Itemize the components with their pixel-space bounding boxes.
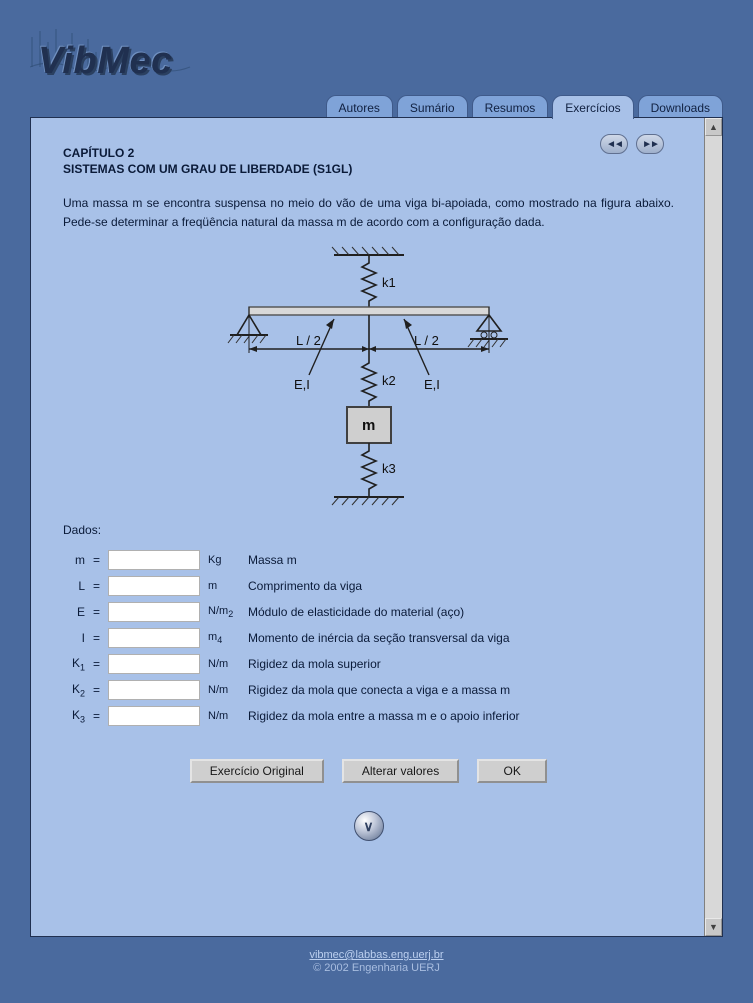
tab-exercicios[interactable]: Exercícios	[552, 95, 633, 119]
param-symbol: K1	[63, 651, 89, 677]
vertical-scrollbar[interactable]: ▲ ▼	[704, 118, 722, 936]
tab-resumos[interactable]: Resumos	[472, 95, 549, 119]
label-k1: k1	[382, 275, 396, 290]
prev-exercise-button[interactable]: ◄◄	[600, 134, 628, 154]
param-symbol: K2	[63, 677, 89, 703]
param-input-k2[interactable]	[108, 680, 200, 700]
next-exercise-button[interactable]: ►►	[636, 134, 664, 154]
ok-button[interactable]: OK	[477, 759, 547, 783]
scroll-up-icon[interactable]: ▲	[705, 118, 722, 136]
param-symbol: m	[63, 547, 89, 573]
param-description: Rigidez da mola entre a massa m e o apoi…	[244, 703, 523, 729]
param-description: Comprimento da viga	[244, 573, 523, 599]
equals-sign: =	[89, 547, 104, 573]
param-row: m= KgMassa m	[63, 547, 524, 573]
equals-sign: =	[89, 599, 104, 625]
param-row: I= m4Momento de inércia da seção transver…	[63, 625, 524, 651]
param-input-k1[interactable]	[108, 654, 200, 674]
param-description: Rigidez da mola que conecta a viga e a m…	[244, 677, 523, 703]
footer: vibmec@labbas.eng.uerj.br © 2002 Engenha…	[30, 949, 723, 974]
app-logo: VibMec	[38, 40, 173, 83]
exercicio-original-button[interactable]: Exercício Original	[190, 759, 324, 783]
label-k3: k3	[382, 461, 396, 476]
problem-statement: Uma massa m se encontra suspensa no meio…	[63, 194, 674, 231]
parameters-table: m=KgMassa mL=mComprimento da vigaE=N/m2M…	[63, 547, 524, 729]
param-unit: N/m	[204, 703, 244, 729]
param-row: L= mComprimento da viga	[63, 573, 524, 599]
beam	[249, 307, 489, 315]
param-description: Módulo de elasticidade do material (aço)	[244, 599, 523, 625]
equals-sign: =	[89, 677, 104, 703]
dados-label: Dados:	[63, 523, 674, 537]
param-symbol: I	[63, 625, 89, 651]
param-description: Massa m	[244, 547, 523, 573]
param-row: E= N/m2Módulo de elasticidade do material…	[63, 599, 524, 625]
page-nav: ◄◄ ►►	[600, 134, 664, 154]
label-ei-left: E,I	[294, 377, 310, 392]
label-mass: m	[362, 417, 375, 434]
param-input-m[interactable]	[108, 550, 200, 570]
param-row: K3= N/mRigidez da mola entre a massa m e …	[63, 703, 524, 729]
label-span-left: L / 2	[296, 333, 321, 348]
tab-bar: Autores Sumário Resumos Exercícios Downl…	[326, 94, 723, 118]
chapter-title: CAPÍTULO 2	[63, 146, 674, 160]
param-unit: N/m	[204, 677, 244, 703]
param-input-k3[interactable]	[108, 706, 200, 726]
param-row: K2= N/mRigidez da mola que conecta a viga…	[63, 677, 524, 703]
system-diagram: k1	[204, 245, 534, 515]
header: VibMec Autores Sumário Resumos Exercício…	[30, 22, 723, 117]
exercise-content: ◄◄ ►► CAPÍTULO 2 SISTEMAS COM UM GRAU DE…	[31, 118, 704, 936]
action-buttons: Exercício Original Alterar valores OK	[63, 759, 674, 783]
param-unit: m	[204, 573, 244, 599]
alterar-valores-button[interactable]: Alterar valores	[342, 759, 459, 783]
equals-sign: =	[89, 625, 104, 651]
param-symbol: K3	[63, 703, 89, 729]
label-ei-right: E,I	[424, 377, 440, 392]
param-description: Momento de inércia da seção transversal …	[244, 625, 523, 651]
param-unit: m4	[204, 625, 244, 651]
param-input-e[interactable]	[108, 602, 200, 622]
param-symbol: L	[63, 573, 89, 599]
footer-email-link[interactable]: vibmec@labbas.eng.uerj.br	[309, 949, 443, 961]
app-window: VibMec Autores Sumário Resumos Exercício…	[0, 0, 753, 1003]
equals-sign: =	[89, 573, 104, 599]
tab-sumario[interactable]: Sumário	[397, 95, 468, 119]
equals-sign: =	[89, 703, 104, 729]
tab-downloads[interactable]: Downloads	[638, 95, 723, 119]
param-input-i[interactable]	[108, 628, 200, 648]
tab-autores[interactable]: Autores	[326, 95, 393, 119]
content-pane: ▲ ▼ ◄◄ ►► CAPÍTULO 2 SISTEMAS COM UM GRA…	[30, 117, 723, 937]
equals-sign: =	[89, 651, 104, 677]
param-unit: Kg	[204, 547, 244, 573]
scroll-down-icon[interactable]: ▼	[705, 918, 722, 936]
scroll-top-orb-icon[interactable]: ∨	[354, 811, 384, 841]
label-k2: k2	[382, 373, 396, 388]
param-description: Rigidez da mola superior	[244, 651, 523, 677]
chapter-subtitle: SISTEMAS COM UM GRAU DE LIBERDADE (S1GL)	[63, 162, 674, 176]
param-unit: N/m	[204, 651, 244, 677]
param-symbol: E	[63, 599, 89, 625]
param-unit: N/m2	[204, 599, 244, 625]
footer-copyright: © 2002 Engenharia UERJ	[30, 962, 723, 974]
param-input-l[interactable]	[108, 576, 200, 596]
label-span-right: L / 2	[414, 333, 439, 348]
param-row: K1= N/mRigidez da mola superior	[63, 651, 524, 677]
